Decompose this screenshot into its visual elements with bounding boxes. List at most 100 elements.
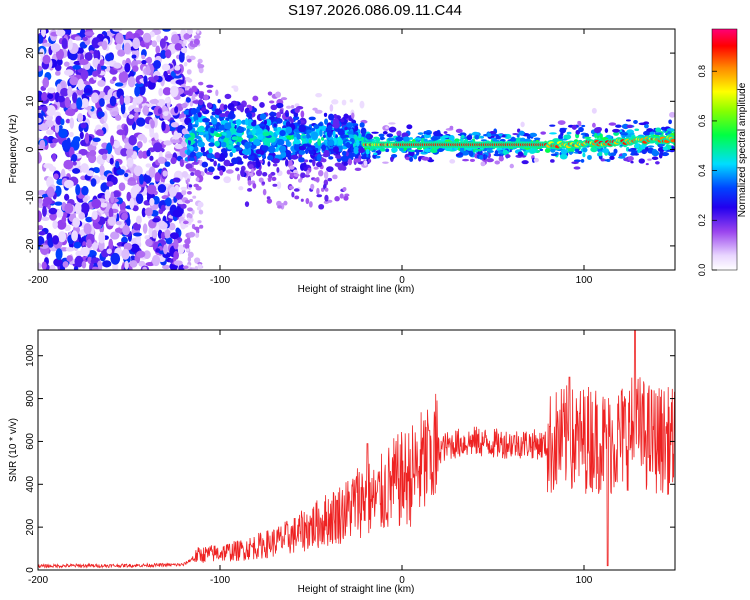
spectrogram-blob [145, 64, 151, 76]
spectrogram-blob [592, 122, 596, 128]
spectrogram-blob [106, 181, 114, 187]
spectrogram-blob [634, 128, 640, 132]
spectrogram-blob [581, 124, 586, 127]
spectrogram-blob [270, 111, 274, 115]
spectrogram-blob [213, 175, 221, 180]
spectrogram-blob [117, 49, 126, 57]
spectrogram-blob [655, 161, 660, 165]
spectrogram-blob [221, 132, 227, 136]
spectrogram-blob [192, 100, 200, 104]
spectrogram-blob [670, 138, 675, 143]
spectrogram-blob [312, 107, 318, 111]
spectrogram-blob [351, 112, 355, 119]
spectrogram-blob [122, 224, 131, 236]
spectrogram-blob [146, 149, 151, 157]
snr-panel: -200 -100 0 100 0 200 400 600 800 1000 Height of… [8, 329, 676, 595]
spectrogram-blob [455, 128, 463, 134]
spectrogram-blob [305, 129, 312, 134]
spectrogram-blob [129, 197, 135, 210]
spectrogram-blob [550, 159, 555, 163]
spectrogram-blob [225, 169, 234, 174]
spectrogram-blob [185, 97, 191, 103]
spectrogram-blob [203, 94, 209, 101]
spectrogram-blob [120, 103, 126, 115]
spectrogram-blob [113, 62, 122, 69]
spectrogram-blob [136, 215, 142, 225]
spectrogram-blob [387, 137, 395, 142]
spectrogram-blob [164, 97, 171, 104]
spectrogram-blob [61, 139, 72, 150]
spectrogram-blob [587, 154, 592, 160]
spectrogram-blob [206, 153, 215, 159]
spectrogram-blob [160, 231, 166, 240]
spectrogram-blob [112, 190, 121, 198]
spectrogram-blob [196, 206, 202, 211]
spectrogram-blob [359, 100, 365, 109]
spectrogram-blob [280, 150, 287, 159]
spectrogram-blob [285, 138, 290, 147]
spectrogram-blob [38, 231, 46, 236]
spectrogram-blob [173, 239, 179, 250]
spectrogram-blob [621, 133, 628, 136]
spectrogram-blob [133, 107, 142, 113]
spectrogram-blob [142, 223, 148, 234]
spectrogram-blob [214, 140, 220, 147]
spectrogram-blob [206, 84, 214, 88]
spectrogram-blob [73, 266, 79, 270]
spectrogram-blob [231, 147, 237, 154]
spectrogram-blob [170, 157, 177, 165]
spectrogram-blob [286, 169, 291, 175]
spectrogram-blob [91, 92, 99, 104]
spectrogram-blob [80, 122, 87, 129]
spectrogram-blob [236, 173, 241, 181]
spectrogram-blob [430, 136, 439, 141]
snr-frame [37, 329, 676, 571]
spectrogram-blob [96, 260, 103, 270]
spectrogram-blob [229, 152, 233, 158]
spectrogram-blob [512, 132, 519, 136]
spectrogram-blob [91, 210, 98, 220]
spectrogram-blob [327, 177, 333, 182]
spectrogram-blob [214, 133, 222, 138]
spectrogram-blob [156, 35, 162, 43]
spectrogram-y-tick-label: 20 [25, 47, 36, 59]
spectrogram-blob [133, 165, 143, 177]
spectrogram-blob [224, 122, 232, 130]
spectrogram-blob [84, 31, 95, 36]
spectrogram-blob [328, 113, 335, 121]
spectrogram-blob [173, 260, 183, 266]
spectrogram-blob [74, 255, 84, 268]
spectrogram-blob [292, 151, 296, 156]
spectrogram-blob [268, 100, 275, 104]
spectrogram-blob [182, 224, 189, 228]
spectrogram-blob [408, 149, 416, 152]
spectrogram-blob [91, 37, 101, 49]
spectrogram-blob [449, 159, 456, 164]
spectrogram-blob [181, 189, 187, 196]
spectrogram-blob [621, 134, 626, 139]
spectrogram-blob [97, 111, 105, 118]
spectrogram-blob [58, 231, 67, 243]
spectrogram-blob [651, 150, 660, 157]
spectrogram-blob [189, 55, 196, 61]
spectrogram-blob [169, 232, 180, 240]
spectrogram-blob [134, 95, 144, 104]
snr-y-tick-label: 1000 [25, 344, 36, 367]
spectrogram-blob [174, 64, 181, 71]
spectrogram-blob [654, 132, 663, 136]
spectrogram-blob [275, 91, 282, 98]
spectrogram-blob [662, 146, 668, 151]
spectrogram-blob [180, 203, 187, 209]
spectrogram-blob [327, 130, 332, 138]
spectrogram-blob [638, 158, 645, 164]
spectrogram-blob [130, 243, 140, 253]
spectrogram-blob [201, 161, 209, 168]
spectrogram-blob [149, 131, 156, 138]
spectrogram-blob [276, 181, 282, 190]
spectrogram-blob [145, 41, 150, 50]
spectrogram-blob [198, 66, 204, 74]
spectrogram-blob [231, 85, 239, 89]
spectrogram-blob [359, 122, 365, 128]
spectrogram-blob [234, 147, 243, 151]
spectrogram-blob [409, 157, 414, 162]
